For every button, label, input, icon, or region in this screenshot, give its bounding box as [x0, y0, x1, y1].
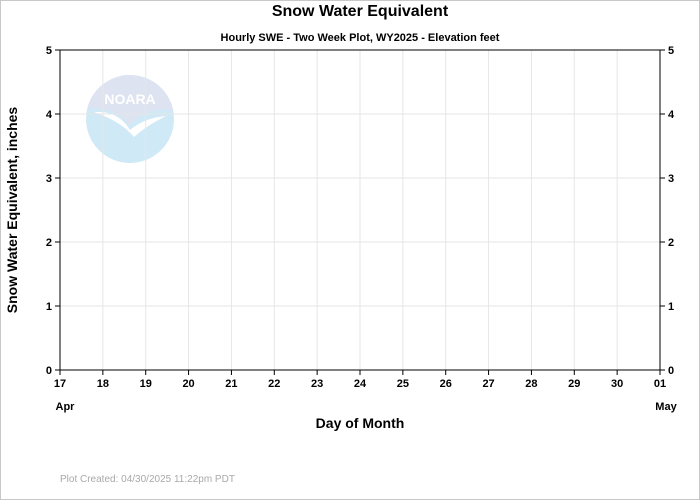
x-axis-label: Day of Month	[316, 415, 405, 431]
y-tick-label-left: 2	[46, 237, 52, 249]
x-tick-label: 19	[140, 378, 152, 390]
x-tick-label: 20	[182, 378, 194, 390]
x-tick-label: 29	[568, 378, 580, 390]
y-axis-right: 0 1 2 3 4 5	[660, 45, 675, 377]
y-tick-label-right: 3	[668, 173, 674, 185]
noaa-logo: NOARA	[86, 75, 174, 163]
logo-text: NOARA	[104, 91, 155, 107]
chart-title: Snow Water Equivalent	[272, 3, 449, 20]
x-tick-label: 01	[654, 378, 666, 390]
x-tick-label: 28	[525, 378, 537, 390]
x-tick-label: 24	[354, 378, 367, 390]
x-tick-label: 23	[311, 378, 323, 390]
x-tick-label: 26	[440, 378, 452, 390]
x-tick-label: 18	[97, 378, 109, 390]
x-tick-label: 25	[397, 378, 409, 390]
y-tick-label-left: 1	[46, 301, 52, 313]
x-month-label: Apr	[56, 401, 76, 413]
y-tick-label-left: 0	[46, 365, 52, 377]
y-axis-label: Snow Water Equivalent, inches	[4, 107, 20, 314]
x-tick-label: 21	[225, 378, 237, 390]
plot-created-text: Plot Created: 04/30/2025 11:22pm PDT	[60, 474, 235, 485]
chart-subtitle: Hourly SWE - Two Week Plot, WY2025 - Ele…	[221, 32, 500, 44]
y-tick-label-right: 4	[668, 109, 675, 121]
x-month-label: May	[655, 401, 677, 413]
x-tick-label: 27	[482, 378, 494, 390]
x-tick-label: 30	[611, 378, 623, 390]
x-tick-label: 17	[54, 378, 66, 390]
y-axis-left: 0 1 2 3 4 5	[46, 45, 60, 377]
x-axis: 17 18 19 20 21 22 23 24 25 26 27 28 29 30 01	[54, 370, 666, 390]
y-tick-label-left: 4	[46, 109, 53, 121]
grid	[60, 50, 660, 370]
y-tick-label-right: 5	[668, 45, 674, 57]
y-tick-label-left: 5	[46, 45, 52, 57]
y-tick-label-right: 1	[668, 301, 674, 313]
month-labels: Apr May	[56, 401, 678, 413]
x-tick-label: 22	[268, 378, 280, 390]
y-tick-label-right: 2	[668, 237, 674, 249]
y-tick-label-left: 3	[46, 173, 52, 185]
y-tick-label-right: 0	[668, 365, 674, 377]
